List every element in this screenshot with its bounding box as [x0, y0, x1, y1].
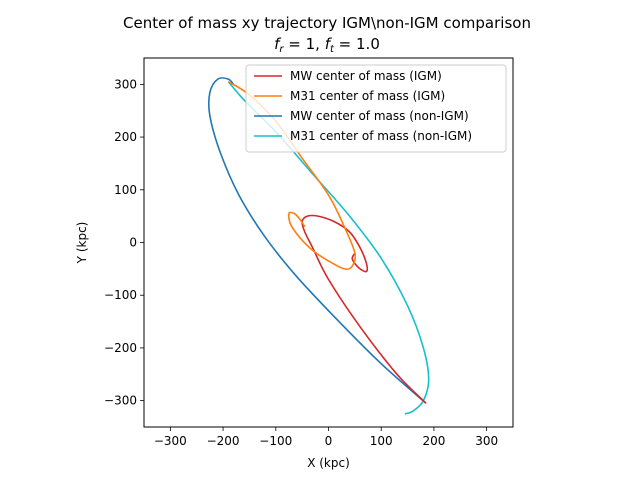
ft-subscript: t [330, 44, 335, 55]
x-tick-label: −200 [207, 434, 240, 448]
y-tick-label: 100 [114, 183, 137, 197]
y-tick-label: 300 [114, 77, 137, 91]
fr-subscript: r [279, 44, 284, 55]
y-tick-label: 0 [129, 236, 137, 250]
y-tick-label: −200 [104, 341, 137, 355]
ft-value: = 1.0 [334, 35, 380, 53]
y-axis-label: Y (kpc) [75, 222, 89, 265]
x-axis-label: X (kpc) [307, 456, 350, 470]
legend-label-mw-center-of-mass-igm: MW center of mass (IGM) [290, 69, 442, 83]
chart-subtitle: fr = 1, ft = 1.0 [274, 35, 380, 55]
legend-box [245, 64, 507, 153]
x-axis-ticks: −300 −200 −100 0 100 200 300 [154, 427, 498, 448]
chart-title: Center of mass xy trajectory IGM\non-IGM… [123, 14, 531, 32]
legend: MW center of mass (IGM) M31 center of mas… [245, 64, 507, 153]
x-tick-label: −100 [259, 434, 292, 448]
series-line-mw-center-of-mass-igm [301, 214, 427, 404]
legend-label-m31-center-of-mass-non-igm: M31 center of mass (non-IGM) [290, 129, 472, 143]
x-tick-label: 300 [475, 434, 498, 448]
x-tick-label: −300 [154, 434, 187, 448]
x-tick-label: 200 [422, 434, 445, 448]
series-line-mw-center-of-mass-non-igm [207, 77, 427, 404]
legend-label-mw-center-of-mass-non-igm: MW center of mass (non-IGM) [290, 109, 469, 123]
legend-label-m31-center-of-mass-igm: M31 center of mass (IGM) [290, 89, 445, 103]
y-tick-label: −300 [104, 394, 137, 408]
y-tick-label: 200 [114, 130, 137, 144]
fr-value: = 1, [284, 35, 325, 53]
fr-symbol: f [274, 35, 282, 53]
x-tick-label: 100 [370, 434, 393, 448]
ft-symbol: f [325, 35, 333, 53]
x-tick-label: 0 [325, 434, 333, 448]
y-tick-label: −100 [104, 288, 137, 302]
y-axis-ticks: −300 −200 −100 0 100 200 300 [104, 77, 144, 408]
